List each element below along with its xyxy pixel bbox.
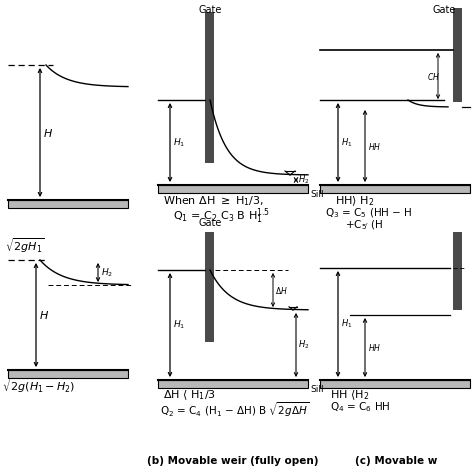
Text: $\sqrt{2gH_1}$: $\sqrt{2gH_1}$ <box>5 236 45 255</box>
Text: (b) Movable weir (fully open): (b) Movable weir (fully open) <box>147 456 319 466</box>
Text: $H_1$: $H_1$ <box>173 319 185 331</box>
Text: Gate: Gate <box>198 5 222 15</box>
Text: $CH$: $CH$ <box>427 71 440 82</box>
Text: $\sqrt{2g(H_1 - H_2)}$: $\sqrt{2g(H_1 - H_2)}$ <box>2 376 78 395</box>
Text: +C$_{5'}$ (H: +C$_{5'}$ (H <box>345 218 384 232</box>
Text: $\Delta$H $\langle$ H$_1$/3: $\Delta$H $\langle$ H$_1$/3 <box>163 388 216 401</box>
Text: $H_2$: $H_2$ <box>101 266 113 279</box>
Bar <box>206 12 215 163</box>
Bar <box>320 185 470 193</box>
Text: $HH$: $HH$ <box>368 140 381 152</box>
Text: $H$: $H$ <box>43 127 53 138</box>
Text: Gate: Gate <box>198 218 222 228</box>
Text: $H_1$: $H_1$ <box>341 318 353 330</box>
Text: Q$_1$ = C$_2$ C$_3$ B H$_1^{1.5}$: Q$_1$ = C$_2$ C$_3$ B H$_1^{1.5}$ <box>173 206 270 226</box>
Text: $H_2$: $H_2$ <box>298 174 310 186</box>
Bar <box>8 370 128 378</box>
Text: HH$\rangle$ H$_2$: HH$\rangle$ H$_2$ <box>335 194 374 208</box>
Text: Q$_3$ = C$_5$ (HH $-$ H: Q$_3$ = C$_5$ (HH $-$ H <box>325 206 413 219</box>
Bar <box>206 232 215 342</box>
Bar <box>454 8 463 102</box>
Text: $H_2$: $H_2$ <box>298 339 310 351</box>
Text: $H$: $H$ <box>39 309 49 321</box>
Text: $HH$: $HH$ <box>368 342 381 353</box>
Text: Sill: Sill <box>310 385 324 394</box>
Text: Gate: Gate <box>433 5 456 15</box>
Text: Q$_2$ = C$_4$ (H$_1$ $-$ $\Delta$H) B $\sqrt{2g\Delta H}$: Q$_2$ = C$_4$ (H$_1$ $-$ $\Delta$H) B $\… <box>160 400 309 419</box>
Text: (c) Movable w: (c) Movable w <box>355 456 438 466</box>
Bar <box>158 380 308 388</box>
Text: Sill: Sill <box>310 190 324 199</box>
Text: $\Delta H$: $\Delta H$ <box>275 284 288 295</box>
Text: HH $\langle$H$_2$: HH $\langle$H$_2$ <box>330 388 369 401</box>
Bar <box>320 380 470 388</box>
Text: $H_1$: $H_1$ <box>341 136 353 149</box>
Bar <box>158 185 308 193</box>
Text: $H_1$: $H_1$ <box>173 136 185 149</box>
Bar <box>8 200 128 208</box>
Bar <box>454 232 463 310</box>
Text: When $\Delta$H $\geq$ H$_1$/3,: When $\Delta$H $\geq$ H$_1$/3, <box>163 194 264 208</box>
Text: Q$_4$ = C$_6$ HH: Q$_4$ = C$_6$ HH <box>330 400 391 414</box>
